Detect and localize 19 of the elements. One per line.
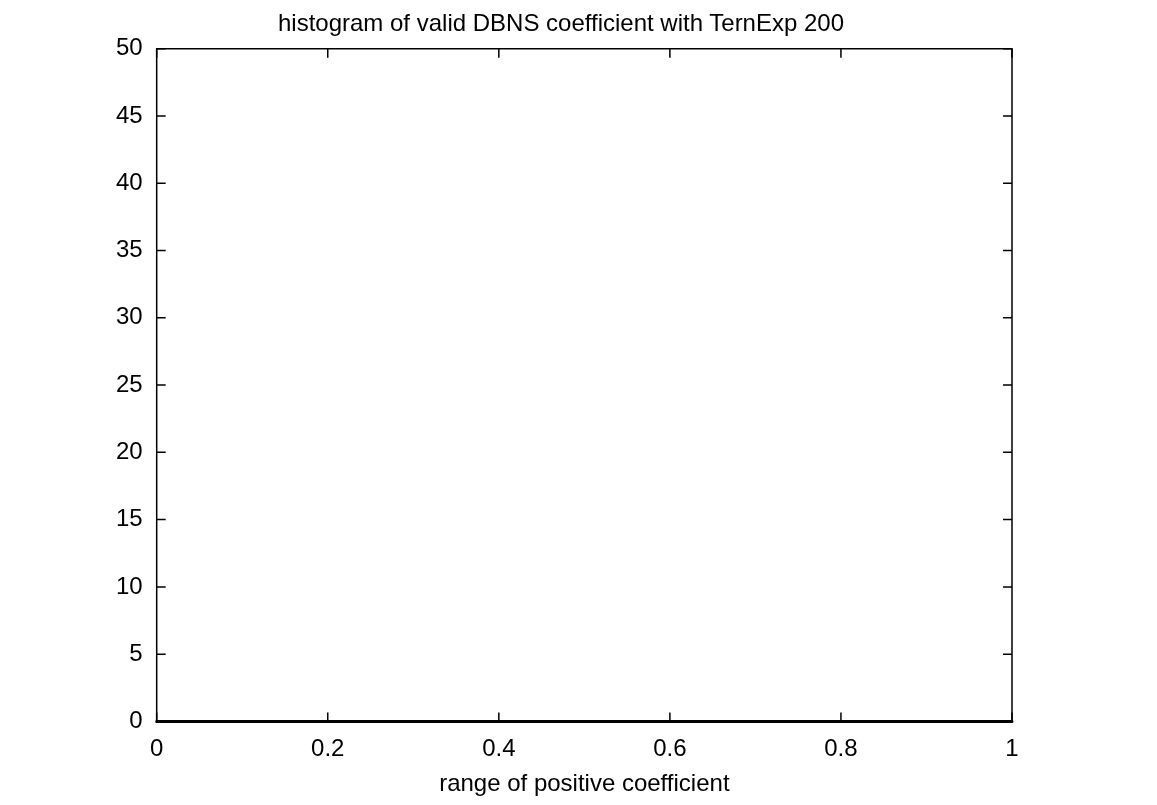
y-tick-label: 0	[129, 706, 143, 734]
x-tick-label: 0.2	[311, 734, 345, 762]
y-tick-label: 35	[115, 235, 143, 263]
y-tick-label: 10	[115, 571, 143, 599]
y-tick-label: 45	[115, 100, 143, 128]
y-tick-label: 30	[115, 302, 143, 330]
x-tick-label: 0.4	[482, 734, 516, 762]
x-tick-label: 0	[150, 734, 164, 762]
y-tick-label: 5	[129, 638, 143, 666]
y-tick-label: 20	[115, 436, 143, 464]
x-tick-label: 0.8	[824, 734, 858, 762]
chart-title: histogram of valid DBNS coefficient with TernExp 200	[277, 9, 845, 37]
x-axis-title: range of positive coefficient	[439, 769, 730, 797]
y-tick-label: 40	[115, 167, 143, 195]
x-tick-label: 1	[1005, 734, 1019, 762]
y-tick-label: 15	[115, 504, 143, 532]
x-tick-label: 0.6	[653, 734, 687, 762]
y-tick-label: 50	[115, 33, 143, 61]
y-tick-label: 25	[115, 369, 143, 397]
